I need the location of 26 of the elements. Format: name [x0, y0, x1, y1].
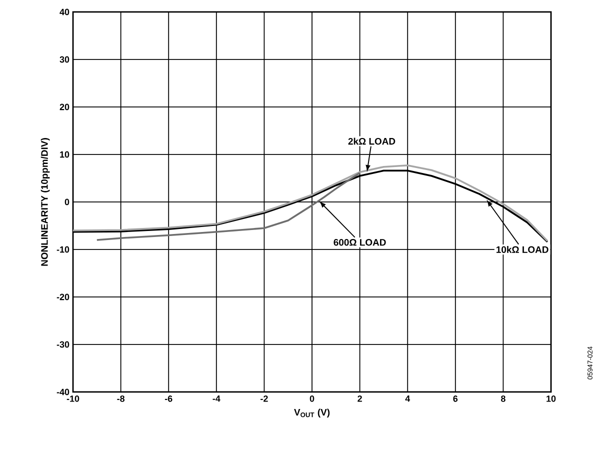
x-tick-label: -8: [117, 396, 125, 402]
x-tick-label: 8: [500, 396, 506, 402]
x-tick-label: 4: [405, 396, 410, 402]
line-series: [96, 172, 361, 241]
y-tick-label: -10: [56, 246, 70, 253]
x-tick-label: 0: [310, 396, 314, 402]
y-tick-label: 20: [60, 104, 70, 110]
annotation: 600Ω LOAD: [334, 239, 386, 246]
y-axis-title: NONLINEARITY (10ppm/DIV): [40, 138, 50, 266]
x-tick-label: 6: [453, 396, 458, 402]
x-tick-label: -2: [260, 396, 268, 402]
y-tick-label: 30: [60, 56, 70, 63]
annotation: 2kΩ LOAD: [348, 138, 396, 145]
y-tick-label: 40: [60, 8, 70, 16]
y-tick-label: -40: [56, 388, 70, 396]
x-tick-label: -10: [66, 396, 80, 402]
annotation: 10kΩ LOAD: [496, 246, 548, 253]
x-tick-label: 2: [358, 396, 362, 402]
y-tick-label: 0: [64, 198, 70, 206]
y-tick-label: -30: [56, 341, 70, 348]
x-tick-label: -4: [212, 396, 220, 402]
y-tick-label: -20: [56, 294, 70, 300]
x-tick-label: 10: [546, 396, 556, 402]
x-axis-title: V$_{OUT}$ (V): [294, 408, 330, 418]
y-tick-label: 10: [60, 151, 70, 158]
x-tick-label: -6: [164, 396, 172, 402]
